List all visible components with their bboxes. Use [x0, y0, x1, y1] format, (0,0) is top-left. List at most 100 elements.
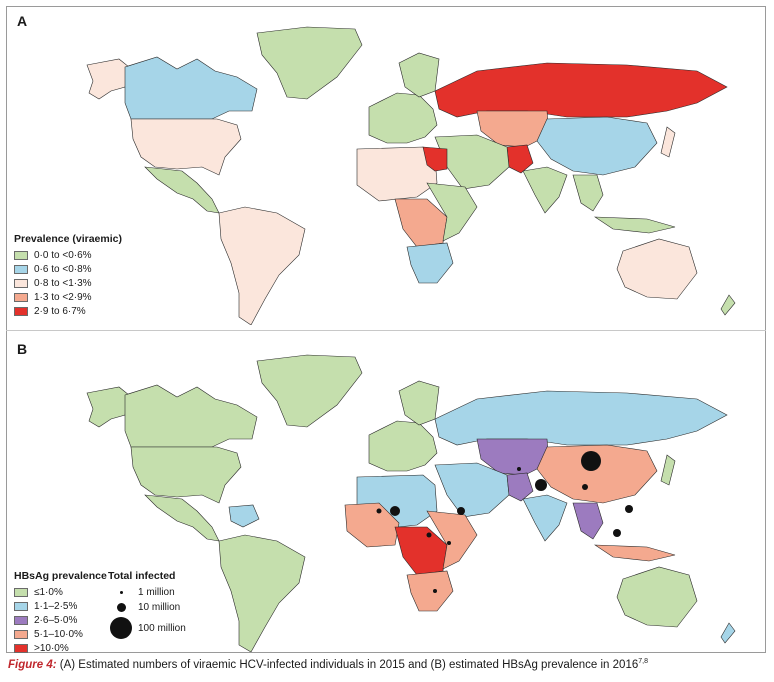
bubble-legend-title: Total infected [108, 570, 176, 582]
legend-a-item: 0·0 to <0·6% [14, 248, 122, 262]
region-alaska [86, 386, 130, 428]
region-northern-south-america [228, 504, 260, 528]
region-europe [368, 420, 438, 472]
region-australia [616, 566, 698, 628]
legend-b-item: 5·1–10·0% [14, 627, 107, 641]
legend-b-swatch [14, 629, 28, 639]
region-central-africa [394, 526, 448, 576]
legend-a-label: 1·3 to <2·9% [34, 291, 92, 303]
panel-b: B [7, 335, 766, 652]
region-india [522, 494, 568, 542]
bubble-legend-item: 100 million [108, 615, 186, 641]
region-europe [368, 92, 438, 144]
figure-label: Figure 4: [8, 658, 57, 671]
bubble-1m-icon [119, 590, 123, 594]
legend-b-label: ≤1·0% [34, 586, 63, 598]
bubble-legend-item: 10 million [108, 599, 186, 615]
region-south-america [218, 206, 306, 325]
bubble-legend-label: 100 million [138, 622, 186, 634]
panel-divider [6, 330, 766, 331]
region-china [536, 444, 658, 504]
bubble-legend-item: 1 million [108, 585, 186, 599]
legend-a-label: 0·8 to <1·3% [34, 277, 92, 289]
legend-b-item: ≤1·0% [14, 585, 107, 599]
bubble-100m-icon [110, 617, 132, 639]
legend-b-title: HBsAg prevalence [14, 570, 107, 582]
region-usa [130, 446, 242, 504]
legend-total-infected: Total infected 1 million 10 million 100 … [108, 570, 186, 641]
region-new-zealand [720, 294, 736, 316]
region-east-africa [426, 182, 478, 242]
legend-b-label: >10·0% [34, 642, 69, 654]
bubble-india [535, 479, 547, 491]
region-canada [124, 56, 258, 120]
bubble-slot [108, 617, 134, 639]
legend-a-swatch [14, 264, 28, 274]
region-southeast-asia [572, 174, 604, 212]
figure-caption: Figure 4: (A) Estimated numbers of virae… [8, 658, 648, 671]
region-west-africa [344, 502, 400, 548]
region-japan [660, 126, 676, 158]
legend-b-item: 1·1–2·5% [14, 599, 107, 613]
legend-a-title: Prevalence (viraemic) [14, 233, 122, 245]
legend-a-label: 0·6 to <0·8% [34, 263, 92, 275]
bubble-legend-label: 1 million [138, 586, 175, 598]
bubble-west-africa [376, 508, 382, 514]
bubble-nigeria [390, 506, 400, 516]
legend-b-swatch [14, 587, 28, 597]
region-southern-africa [406, 570, 454, 612]
region-middle-east [434, 462, 510, 518]
region-central-africa [394, 198, 448, 248]
panel-a-label: A [17, 13, 28, 29]
bubble-legend-label: 10 million [138, 601, 181, 613]
region-pakistan [506, 472, 534, 502]
region-canada [124, 384, 258, 448]
region-southeast-asia [572, 502, 604, 540]
legend-a-item: 0·8 to <1·3% [14, 276, 122, 290]
caption-refs: 7,8 [638, 658, 648, 665]
region-new-zealand [720, 622, 736, 644]
caption-text: (A) Estimated numbers of viraemic HCV-in… [56, 658, 639, 671]
legend-b-label: 5·1–10·0% [34, 628, 83, 640]
legend-b-item: >10·0% [14, 641, 107, 655]
region-greenland [256, 26, 363, 100]
region-russia [434, 62, 728, 118]
legend-b-item: 2·6–5·0% [14, 613, 107, 627]
hbsag-prevalence-map [86, 354, 736, 652]
bubble-southern-africa [433, 589, 437, 593]
bubble-vietnam [582, 484, 588, 490]
region-china [536, 116, 658, 176]
legend-a-item: 2·9 to 6·7% [14, 304, 122, 318]
panel-b-label: B [17, 341, 28, 357]
legend-hbsag-prevalence: HBsAg prevalence ≤1·0% 1·1–2·5% 2·6–5·0%… [14, 570, 107, 655]
region-australia [616, 238, 698, 300]
region-middle-east [434, 134, 510, 190]
bubble-east-africa [447, 541, 451, 545]
legend-a-label: 2·9 to 6·7% [34, 305, 86, 317]
region-usa [130, 118, 242, 176]
region-mexico [144, 494, 220, 542]
legend-b-label: 1·1–2·5% [34, 600, 78, 612]
bubble-slot [108, 602, 134, 612]
region-india [522, 166, 568, 214]
region-greenland [256, 354, 363, 428]
legend-b-swatch [14, 643, 28, 653]
region-pakistan [506, 144, 534, 174]
hcv-prevalence-map [86, 26, 736, 325]
bubble-philippines [625, 505, 633, 513]
bubble-china [581, 451, 601, 471]
region-egypt [422, 146, 448, 172]
region-mexico [144, 166, 220, 214]
bubble-ethiopia [457, 507, 465, 515]
legend-a-swatch [14, 306, 28, 316]
legend-b-label: 2·6–5·0% [34, 614, 78, 626]
legend-a-swatch [14, 250, 28, 260]
legend-a-label: 0·0 to <0·6% [34, 249, 92, 261]
bubble-slot [108, 590, 134, 594]
region-scandinavia [398, 380, 440, 426]
bubble-indonesia [613, 529, 621, 537]
legend-b-swatch [14, 601, 28, 611]
legend-a-item: 1·3 to <2·9% [14, 290, 122, 304]
bubble-pakistan [517, 467, 521, 471]
region-japan [660, 454, 676, 486]
